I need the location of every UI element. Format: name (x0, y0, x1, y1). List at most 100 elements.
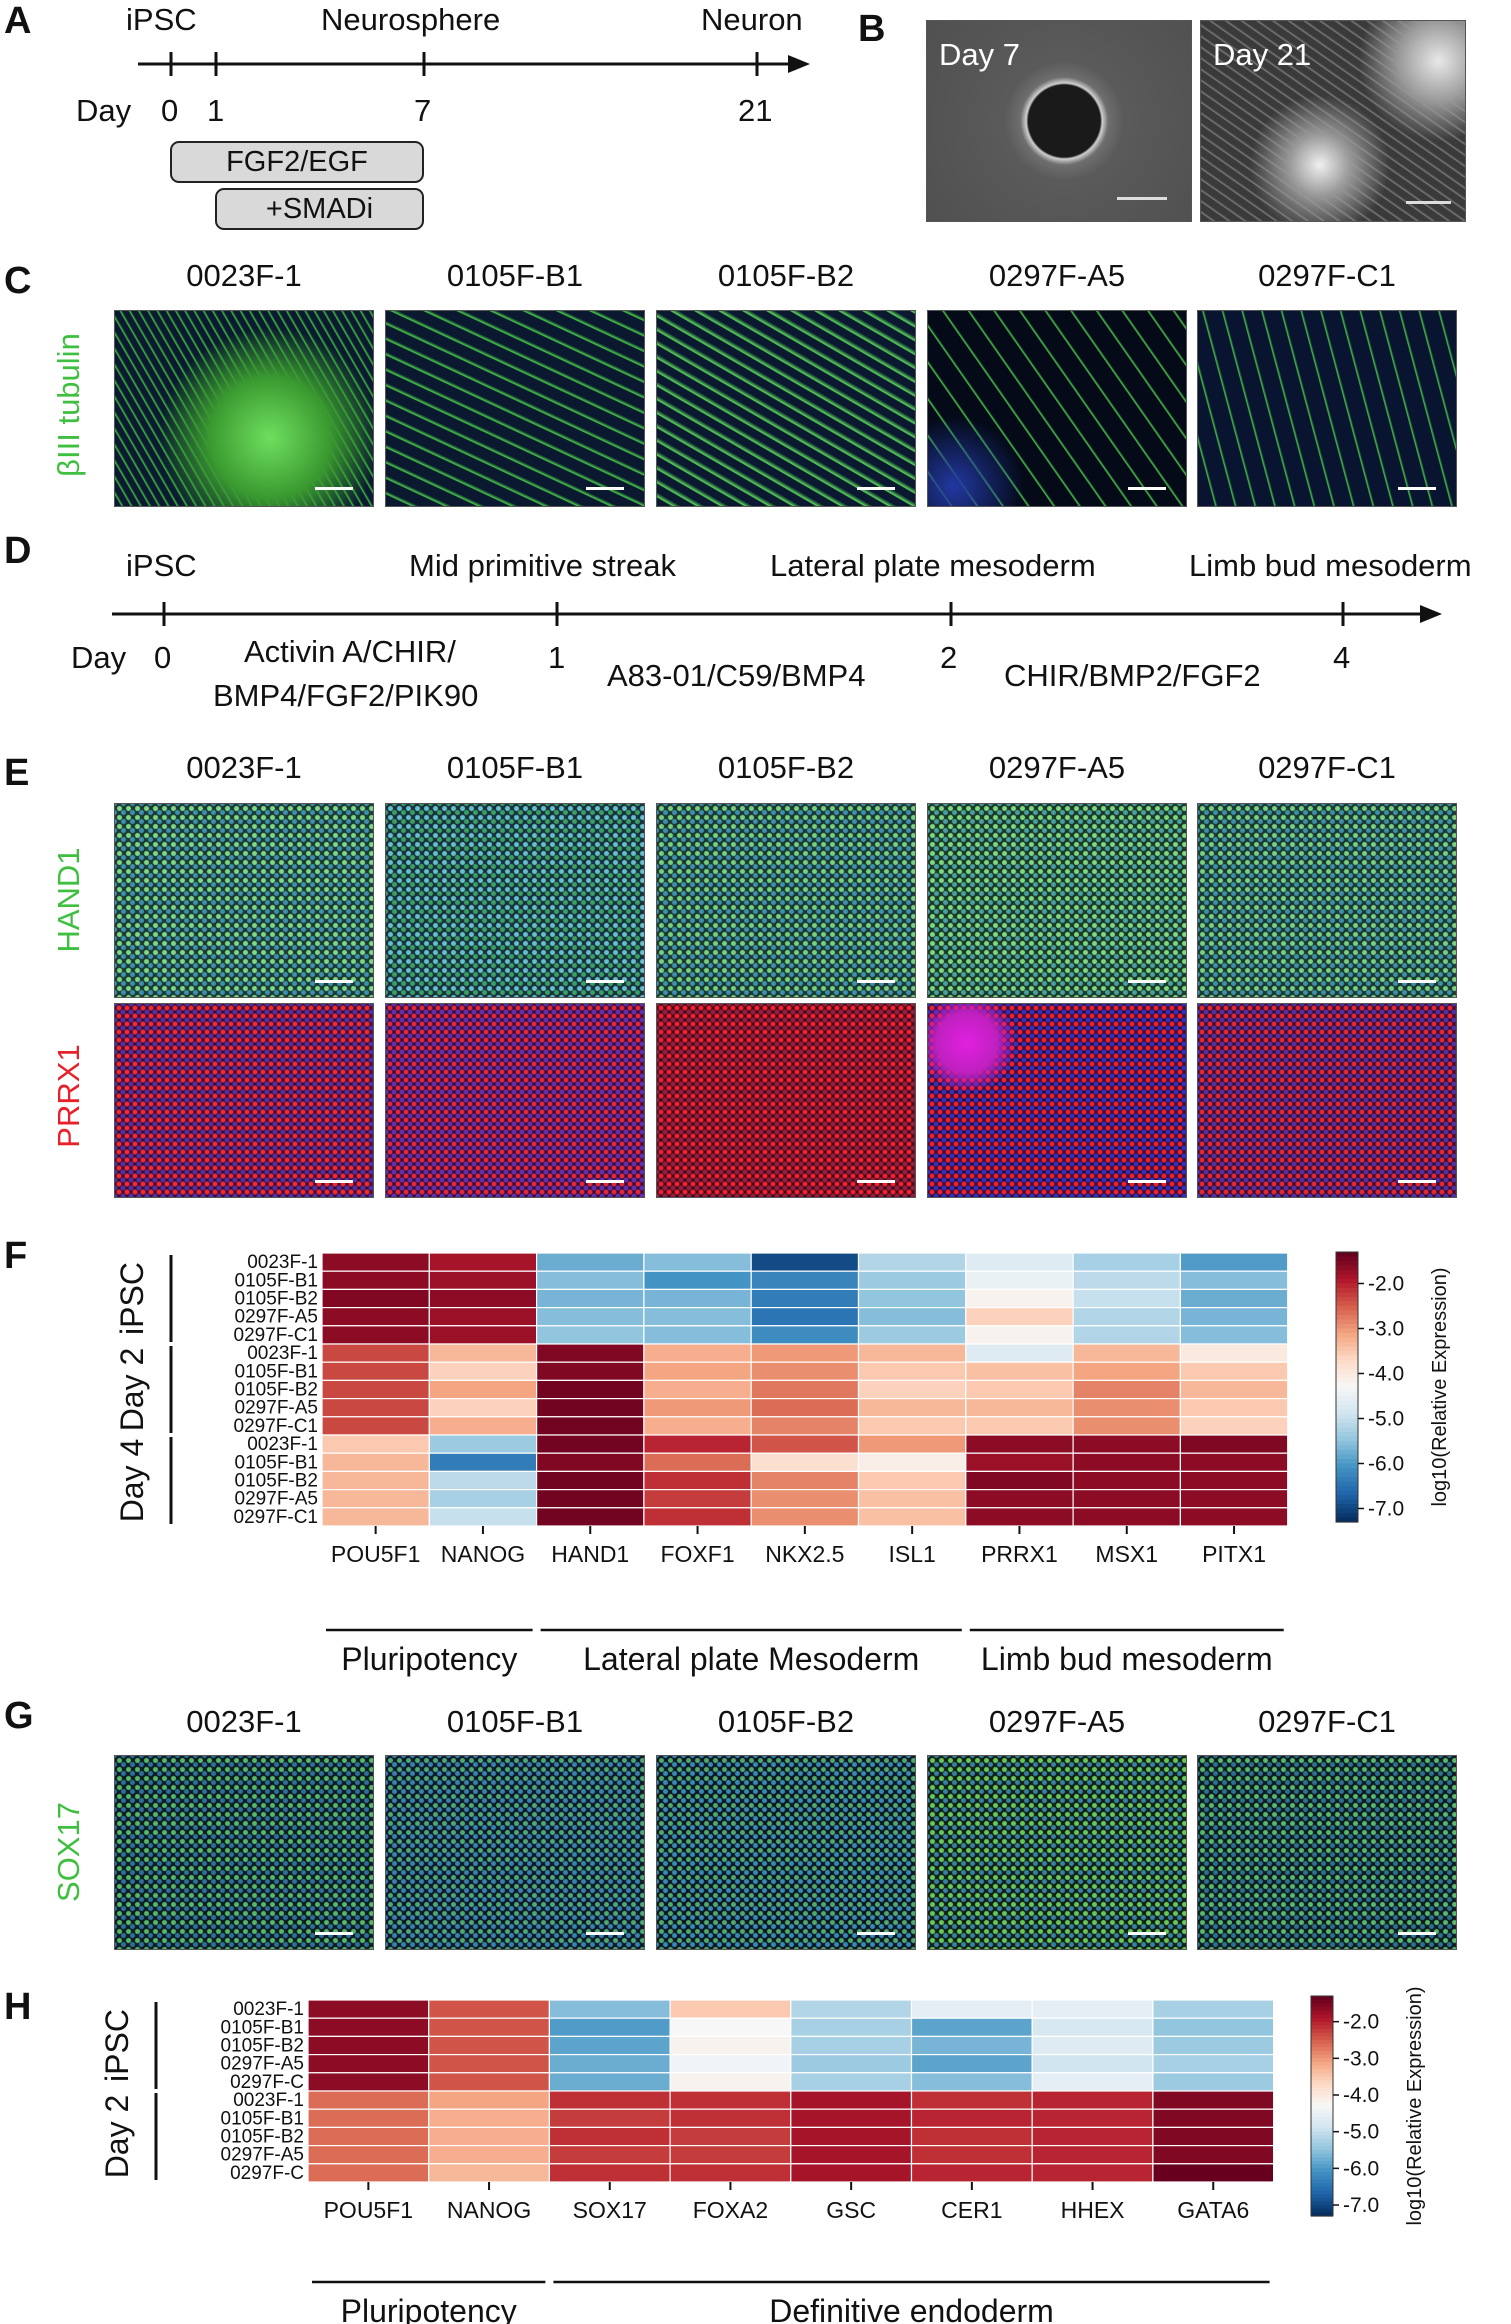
micrograph-day21: Day 21 (1200, 20, 1466, 222)
colorbar-segment (1311, 2014, 1333, 2019)
micrograph-btubulin (385, 310, 645, 507)
micrograph-prrx1 (927, 1003, 1187, 1198)
heatmap-cell (321, 1343, 430, 1363)
colorbar-segment (1311, 2212, 1333, 2217)
heatmap-cell (790, 2017, 913, 2038)
cell-line-header: 0023F-1 (186, 258, 302, 293)
heatmap-cell (857, 1398, 967, 1418)
scale-bar (1398, 1932, 1436, 1935)
colorbar-segment (1336, 1423, 1358, 1429)
heatmap-cell (965, 1288, 1074, 1309)
heatmap-cell (965, 1325, 1074, 1345)
colorbar-segment (1336, 1265, 1358, 1271)
colorbar-segment (1336, 1369, 1358, 1375)
colorbar-segment (1336, 1477, 1358, 1483)
heatmap-cell (428, 1507, 538, 1527)
heatmap-cell (307, 2108, 430, 2128)
row-label: 0105F-B1 (221, 2017, 304, 2038)
heatmap-cell (1179, 1416, 1289, 1436)
panel-label-f: F (4, 1235, 28, 1277)
colorbar-segment (1311, 2197, 1333, 2202)
column-label: NANOG (447, 2197, 531, 2223)
colorbar-segment (1311, 2183, 1333, 2188)
heatmap-cell (1152, 2108, 1275, 2128)
row-label: 0105F-B2 (235, 1471, 318, 1492)
column-label: POU5F1 (324, 2197, 413, 2223)
heatmap-cell (857, 1379, 967, 1400)
row-label: 0297F-A5 (235, 1489, 318, 1510)
heatmap-cell (1072, 1306, 1181, 1327)
heatmap-cell (790, 2126, 913, 2147)
heatmap-cell (857, 1252, 967, 1272)
micrograph-hand1 (656, 803, 916, 998)
colorbar-segment (1311, 2021, 1333, 2026)
column-label: POU5F1 (331, 1541, 420, 1567)
heatmap-cell (857, 1416, 967, 1436)
heatmap-cell (307, 2053, 430, 2074)
heatmap-cell (321, 1489, 430, 1509)
colorbar-segment (1336, 1310, 1358, 1316)
scale-bar (1406, 201, 1451, 204)
heatmap-cell (321, 1270, 430, 1291)
scale-bar (857, 487, 895, 490)
heatmap-cell (1152, 2145, 1275, 2165)
heatmap-cell (965, 1252, 1074, 1272)
cell-line-header: 0105F-B1 (446, 258, 584, 293)
heatmap-cell (321, 1416, 430, 1436)
column-group-label: Definitive endoderm (769, 2293, 1054, 2324)
group-label: Day 2 (99, 2095, 135, 2179)
heatmap-cell (321, 1252, 430, 1272)
column-group-label: Pluripotency (341, 2293, 517, 2324)
column-label: SOX17 (573, 2197, 647, 2223)
colorbar-label: log10(Relative Expression) (1429, 1267, 1451, 1506)
heatmap-cell (910, 2017, 1033, 2038)
micrograph-day7-label: Day 7 (939, 37, 1020, 72)
row-label: 0023F-1 (247, 1252, 318, 1273)
colorbar-segment (1336, 1468, 1358, 1474)
colorbar-segment (1336, 1288, 1358, 1294)
heatmap-cell (1179, 1452, 1289, 1472)
timeline-arrowhead (1420, 605, 1442, 623)
heatmap-cell (1152, 2072, 1275, 2092)
colorbar-segment (1336, 1472, 1358, 1478)
heatmap-cell (857, 1470, 967, 1491)
heatmap-cell (1179, 1306, 1289, 1327)
colorbar-segment (1311, 2043, 1333, 2048)
heatmap-cell (643, 1507, 752, 1527)
colorbar-segment (1336, 1405, 1358, 1411)
colorbar-segment (1311, 2201, 1333, 2206)
heatmap-cell (750, 1398, 860, 1418)
colorbar-segment (1336, 1328, 1358, 1334)
column-label: HAND1 (551, 1541, 629, 1567)
heatmap-cell (1072, 1452, 1181, 1472)
heatmap-cell (965, 1416, 1074, 1436)
colorbar-segment (1311, 2179, 1333, 2184)
colorbar-segment (1336, 1252, 1358, 1258)
micrograph-btubulin (656, 310, 916, 507)
heatmap-cell (1152, 2035, 1275, 2056)
stain-label-btubulin: βIII tubulin (51, 333, 86, 477)
colorbar-segment (1336, 1436, 1358, 1442)
scale-bar (1398, 1180, 1436, 1183)
heatmap-cell (643, 1470, 752, 1491)
colorbar-tick-label: -7.0 (1343, 2194, 1379, 2217)
heatmap-cell (307, 2163, 430, 2183)
heatmap-cell (1072, 1325, 1181, 1345)
group-label: iPSC (99, 2009, 135, 2082)
colorbar-segment (1336, 1301, 1358, 1307)
day-21: 21 (738, 93, 773, 128)
colorbar-segment (1311, 2135, 1333, 2140)
stage-neurosphere: Neurosphere (321, 2, 501, 37)
heatmap-cell (548, 2163, 671, 2183)
panel-label-c: C (4, 260, 32, 302)
heatmap-cell (910, 2053, 1033, 2074)
heatmap-cell (857, 1489, 967, 1509)
heatmap-cell (790, 2090, 913, 2110)
column-group-label: Pluripotency (341, 1641, 517, 1677)
heatmap-cell (428, 1999, 551, 2019)
micrograph-prrx1 (1197, 1003, 1457, 1198)
heatmap-cell (548, 2072, 671, 2092)
row-label: 0105F-B2 (235, 1289, 318, 1310)
heatmap-cell (1031, 1999, 1154, 2019)
colorbar-segment (1336, 1409, 1358, 1415)
